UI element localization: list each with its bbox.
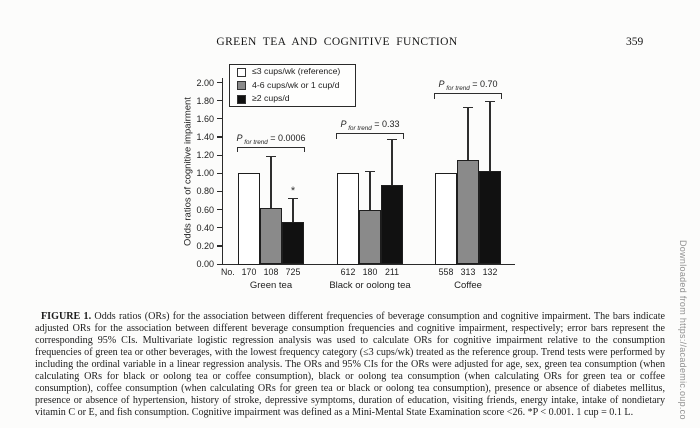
trend-bracket-end (501, 93, 503, 99)
error-bar (369, 171, 371, 210)
trend-bracket-end (304, 146, 306, 153)
error-bar-cap (266, 155, 276, 157)
p-subscript: for trend (444, 85, 470, 93)
legend-box (229, 64, 356, 107)
error-bar-cap (288, 198, 298, 200)
legend-label: ≤3 cups/wk (reference) (252, 66, 341, 76)
y-tick (217, 190, 222, 193)
or-bar (479, 171, 501, 265)
y-tick-label: 0.20 (196, 240, 214, 251)
group-label: Coffee (454, 280, 482, 291)
p-value: = 0.0006 (270, 132, 306, 143)
figure-caption-text: Odds ratios (ORs) for the association be… (35, 311, 665, 418)
y-tick (217, 118, 222, 120)
n-value: 211 (384, 267, 400, 277)
y-axis (222, 78, 224, 265)
or-bar (238, 173, 260, 265)
y-tick (217, 82, 222, 84)
trend-bracket (237, 146, 305, 149)
y-tick-label: 2.00 (196, 77, 214, 88)
n-value: 170 (241, 267, 257, 277)
legend-swatch (237, 67, 246, 77)
n-row-label: No. (221, 267, 235, 277)
legend-swatch (237, 81, 246, 90)
figure-caption-label: FIGURE 1. (41, 311, 92, 323)
p-value: = 0.33 (374, 119, 400, 130)
running-title: GREEN TEA AND COGNITIVE FUNCTION (216, 36, 458, 48)
error-bar (467, 107, 469, 160)
n-value: 725 (285, 267, 301, 277)
or-bar (337, 173, 359, 265)
n-value: 132 (482, 267, 498, 277)
y-tick (217, 227, 222, 229)
error-bar (391, 139, 393, 186)
y-tick-label: 1.40 (196, 131, 214, 142)
p-symbol: P (236, 132, 243, 143)
or-bar (457, 159, 479, 265)
y-tick (217, 100, 222, 102)
y-tick-label: 0.60 (196, 204, 214, 215)
legend-label: 4-6 cups/wk or 1 cup/d (252, 79, 340, 90)
p-symbol: P (438, 79, 445, 90)
or-bar (282, 222, 304, 265)
significance-asterisk: * (290, 184, 296, 197)
trend-bracket-end (403, 133, 405, 139)
page-number: 359 (626, 36, 644, 48)
trend-bracket-end (237, 146, 239, 153)
figure-caption: FIGURE 1. Odds ratios (ORs) for the asso… (35, 311, 665, 419)
p-subscript: for trend (346, 125, 372, 133)
trend-bracket (336, 133, 404, 135)
y-tick (217, 263, 222, 265)
y-tick-label: 1.80 (196, 95, 214, 106)
y-tick (217, 172, 222, 174)
p-for-trend-label: P for trend = 0.70 (393, 79, 543, 94)
n-value: 558 (438, 267, 454, 277)
figure-bar-chart: Odds ratios of cognitive impairment 0.00… (183, 64, 543, 291)
error-bar (489, 101, 491, 172)
or-bar (359, 209, 381, 265)
p-value: = 0.70 (472, 79, 498, 90)
error-bar-cap (387, 139, 397, 141)
n-value: 313 (460, 267, 476, 277)
error-bar-cap (485, 101, 495, 103)
n-value: 612 (340, 267, 356, 277)
or-bar (381, 185, 403, 265)
trend-bracket-end (336, 133, 338, 139)
group-label: Green tea (249, 280, 293, 291)
n-value: 108 (263, 267, 279, 277)
legend-label: ≥2 cups/d (252, 93, 290, 103)
y-tick (217, 136, 222, 138)
or-bar (435, 173, 457, 265)
p-for-trend-label: P for trend = 0.0006 (196, 133, 346, 148)
trend-bracket (434, 93, 502, 95)
trend-bracket-end (434, 93, 436, 99)
p-symbol: P (340, 119, 347, 130)
legend-swatch (237, 94, 246, 104)
group-label: Black or oolong tea (329, 280, 411, 291)
p-subscript: for trend (242, 138, 268, 146)
error-bar-cap (365, 170, 375, 173)
error-bar (270, 156, 272, 208)
y-tick (217, 154, 222, 156)
y-tick-label: 1.20 (196, 150, 214, 161)
n-value: 180 (362, 267, 378, 277)
y-tick-label: 1.00 (196, 168, 214, 179)
y-tick-label: 0.40 (196, 222, 214, 233)
error-bar-cap (463, 106, 473, 108)
journal-watermark: Downloaded from https://academic.oup.co (678, 240, 688, 420)
y-tick (217, 209, 222, 211)
p-for-trend-label: P for trend = 0.33 (295, 119, 445, 134)
y-tick-label: 0.80 (196, 186, 214, 197)
or-bar (260, 207, 282, 265)
y-tick-label: 0.00 (196, 259, 214, 269)
y-tick (217, 245, 222, 247)
error-bar (292, 198, 294, 223)
y-tick-label: 1.60 (196, 113, 214, 124)
